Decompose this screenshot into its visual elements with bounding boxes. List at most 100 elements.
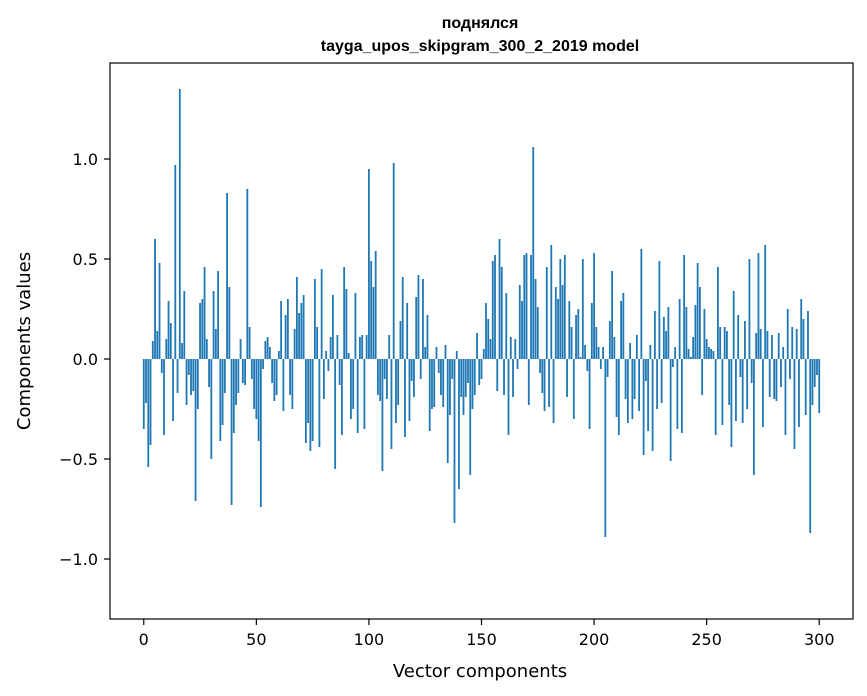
bar	[638, 359, 641, 411]
bar	[304, 359, 307, 443]
bar	[185, 359, 188, 405]
bars-group	[142, 89, 821, 537]
bar	[651, 359, 654, 451]
bar	[230, 359, 233, 505]
bar	[383, 359, 386, 379]
bar	[203, 267, 206, 359]
bar	[626, 359, 629, 423]
bar	[151, 341, 154, 359]
bar	[705, 339, 708, 359]
bar	[669, 359, 672, 461]
bar	[289, 359, 292, 395]
bar	[336, 335, 339, 359]
bar	[701, 359, 704, 395]
bar	[757, 253, 760, 359]
bar	[226, 193, 228, 359]
bar	[541, 359, 544, 393]
bar	[518, 285, 521, 359]
bar	[196, 359, 199, 409]
bar	[248, 327, 251, 359]
bar	[433, 359, 436, 407]
bar	[719, 327, 722, 359]
bar	[255, 359, 258, 419]
bar	[147, 359, 150, 467]
bar	[415, 297, 418, 359]
bar	[379, 359, 382, 401]
bar	[660, 359, 663, 403]
bar	[554, 287, 557, 359]
y-tick-label: 0.0	[73, 350, 98, 369]
bar	[395, 359, 397, 423]
bar	[329, 337, 332, 359]
bar	[350, 359, 352, 419]
bar	[291, 359, 294, 409]
bar	[271, 359, 274, 383]
bar	[239, 339, 242, 359]
bar	[485, 303, 487, 359]
bar	[178, 89, 181, 359]
plot-frame	[109, 62, 854, 620]
bar	[635, 335, 638, 359]
bar	[241, 359, 244, 383]
bar	[559, 259, 562, 359]
bar	[419, 359, 422, 379]
bar	[341, 359, 343, 435]
bar	[507, 359, 510, 435]
bar	[149, 359, 152, 445]
bar	[649, 345, 652, 359]
bar	[640, 249, 643, 359]
bar	[300, 303, 303, 359]
bar	[656, 359, 659, 409]
bar	[478, 359, 481, 385]
bar	[534, 279, 537, 359]
bar	[777, 333, 780, 359]
bar	[417, 275, 420, 359]
bar	[307, 359, 310, 423]
bar	[482, 349, 485, 359]
bar	[730, 359, 733, 447]
bar	[552, 359, 555, 423]
bar	[717, 267, 719, 359]
bar	[689, 357, 692, 359]
bar	[221, 359, 224, 425]
bar	[505, 293, 508, 359]
bar	[804, 359, 807, 415]
bar	[449, 359, 451, 415]
bar	[692, 337, 695, 359]
bar	[264, 341, 267, 359]
bar	[464, 359, 467, 397]
bar	[768, 359, 771, 397]
bar	[163, 359, 165, 435]
bar	[566, 359, 568, 397]
bar	[455, 351, 458, 359]
bar	[798, 359, 800, 427]
bar	[338, 359, 341, 385]
bar	[557, 299, 559, 359]
bar	[685, 307, 688, 359]
bar	[275, 359, 278, 395]
bar	[795, 329, 798, 359]
bar	[525, 253, 528, 359]
bar	[295, 277, 298, 359]
bar	[361, 335, 364, 359]
bar	[397, 359, 400, 405]
bar	[737, 315, 740, 359]
bar	[356, 359, 359, 433]
bar	[746, 359, 749, 409]
x-tick-label: 250	[691, 630, 722, 649]
bar	[699, 287, 701, 359]
bar	[714, 359, 717, 435]
bar	[721, 359, 724, 425]
bar	[503, 359, 505, 395]
bar	[653, 311, 656, 359]
bar	[232, 359, 235, 433]
bar	[703, 309, 706, 359]
bar	[791, 327, 794, 359]
bar	[816, 359, 818, 375]
bar	[496, 359, 499, 391]
bar	[766, 331, 769, 359]
bar	[710, 349, 713, 359]
bar	[545, 267, 548, 359]
bar	[667, 307, 670, 359]
x-tick-label: 300	[804, 630, 835, 649]
